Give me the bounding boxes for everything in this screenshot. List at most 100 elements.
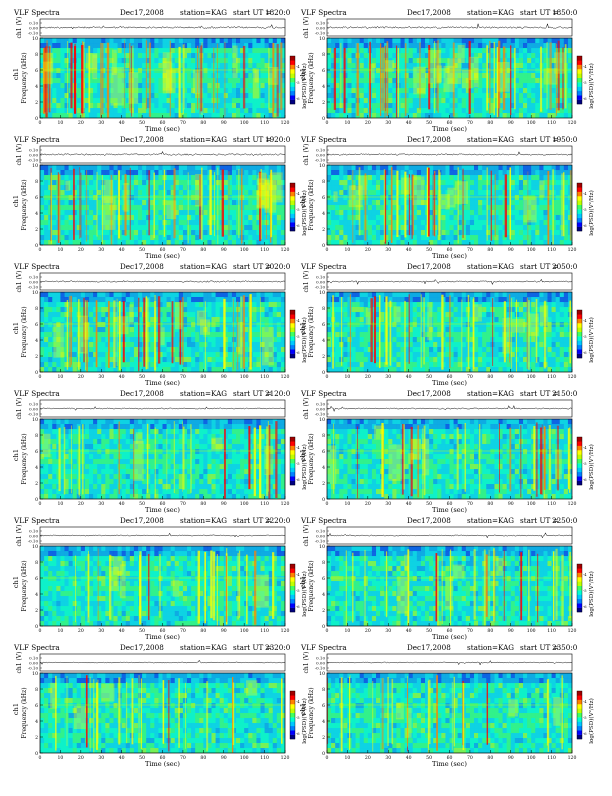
- spectrogram-cell: [482, 58, 486, 63]
- spectrogram-cell: [191, 108, 195, 113]
- spectrogram-cell: [236, 195, 240, 200]
- spectrogram-cell: [191, 180, 195, 185]
- spectrogram-cell: [97, 240, 101, 245]
- spectrogram-cell: [352, 113, 356, 118]
- spectrogram-cell: [450, 210, 454, 215]
- colorbar-swatch: [577, 95, 582, 100]
- spectrogram-burst: [100, 43, 102, 118]
- spectrogram-cell: [376, 225, 380, 230]
- spectrogram-cell: [77, 235, 81, 240]
- spectrogram-cell: [343, 195, 347, 200]
- spectrogram-cell: [199, 38, 203, 43]
- spectrogram-cell: [228, 190, 232, 195]
- spectrogram-cell: [224, 165, 228, 170]
- spectrogram-cell: [470, 220, 474, 225]
- spectrogram-cell: [171, 38, 175, 43]
- spectrogram-cell: [261, 73, 265, 78]
- spectrogram-cell: [248, 175, 252, 180]
- spectrogram-cell: [187, 170, 191, 175]
- spectrogram-cell: [65, 170, 69, 175]
- spectrogram-cell: [93, 93, 97, 98]
- spectrogram-cell: [199, 362, 203, 367]
- spectrogram-cell: [56, 367, 60, 372]
- spectrogram-cell: [167, 327, 171, 332]
- spectrogram-cell: [478, 48, 482, 53]
- spectrogram-cell: [364, 58, 368, 63]
- spectrogram-cell: [232, 103, 236, 108]
- spectrogram-cell: [44, 317, 48, 322]
- spectrogram-cell: [228, 235, 232, 240]
- spectrogram-cell: [535, 108, 539, 113]
- spectrogram-cell: [142, 38, 146, 43]
- spectrogram-cell: [101, 357, 105, 362]
- spectrogram-cell: [413, 38, 417, 43]
- spectrogram-cell: [482, 48, 486, 53]
- x-tick-label: 10: [344, 247, 350, 253]
- spectrogram-cell: [163, 108, 167, 113]
- spectrogram-cell: [445, 175, 449, 180]
- spectrogram-cell: [376, 180, 380, 185]
- spectrogram-cell: [191, 342, 195, 347]
- spectrogram-cell: [191, 165, 195, 170]
- spectrogram-cell: [556, 240, 560, 245]
- spectrogram-cell: [52, 180, 56, 185]
- spectrogram-cell: [150, 352, 154, 357]
- spectrogram-cell: [523, 190, 527, 195]
- spectrogram-cell: [401, 53, 405, 58]
- spectrogram-cell: [277, 165, 281, 170]
- spectrogram-cell: [191, 225, 195, 230]
- spectrogram-cell: [109, 297, 113, 302]
- spectrogram-cell: [531, 68, 535, 73]
- x-tick-label: 80: [200, 120, 206, 126]
- spectrogram: [327, 38, 572, 118]
- spectrogram-cell: [368, 200, 372, 205]
- y-tick-label: 10: [319, 36, 325, 42]
- colorbar-swatch: [290, 82, 295, 87]
- spectrogram-cell: [339, 78, 343, 83]
- spectrogram-cell: [183, 215, 187, 220]
- spectrogram-cell: [142, 190, 146, 195]
- x-tick-label: 90: [221, 247, 227, 253]
- spectrogram-cell: [543, 220, 547, 225]
- spectrogram-cell: [564, 240, 568, 245]
- spectrogram-cell: [81, 215, 85, 220]
- spectrogram-cell: [281, 38, 285, 43]
- spectrogram-cell: [199, 357, 203, 362]
- spectrogram-cell: [89, 332, 93, 337]
- spectrogram-cell: [539, 165, 543, 170]
- spectrogram-cell: [220, 88, 224, 93]
- spectrogram-cell: [519, 185, 523, 190]
- spectrogram-cell: [73, 357, 77, 362]
- spectrogram-cell: [478, 235, 482, 240]
- spectrogram-cell: [142, 83, 146, 88]
- spectrogram-cell: [167, 317, 171, 322]
- spectrogram-cell: [236, 205, 240, 210]
- panel-date: Dec17,2008: [407, 8, 451, 17]
- spectrogram-cell: [421, 38, 425, 43]
- spectrogram-cell: [474, 225, 478, 230]
- spectrogram-cell: [519, 73, 523, 78]
- spectrogram-cell: [519, 43, 523, 48]
- spectrogram-cell: [376, 170, 380, 175]
- spectrogram-cell: [539, 38, 543, 43]
- spectrogram-cell: [93, 48, 97, 53]
- spectrogram-burst: [58, 174, 60, 243]
- spectrogram-cell: [134, 327, 138, 332]
- spectrogram-cell: [327, 210, 331, 215]
- spectrogram-cell: [77, 210, 81, 215]
- frequency-axis-label: Frequency (kHz): [21, 179, 28, 230]
- spectrogram-cell: [130, 342, 134, 347]
- spectrogram-cell: [372, 205, 376, 210]
- spectrogram-cell: [73, 307, 77, 312]
- spectrogram-cell: [60, 210, 64, 215]
- spectrogram-cell: [142, 200, 146, 205]
- spectrogram-cell: [195, 357, 199, 362]
- spectrogram-cell: [77, 43, 81, 48]
- spectrogram-cell: [224, 240, 228, 245]
- spectrogram-cell: [335, 38, 339, 43]
- spectrogram-cell: [236, 175, 240, 180]
- spectrogram-cell: [535, 170, 539, 175]
- spectrogram-cell: [494, 165, 498, 170]
- spectrogram-cell: [347, 235, 351, 240]
- spectrogram-cell: [183, 175, 187, 180]
